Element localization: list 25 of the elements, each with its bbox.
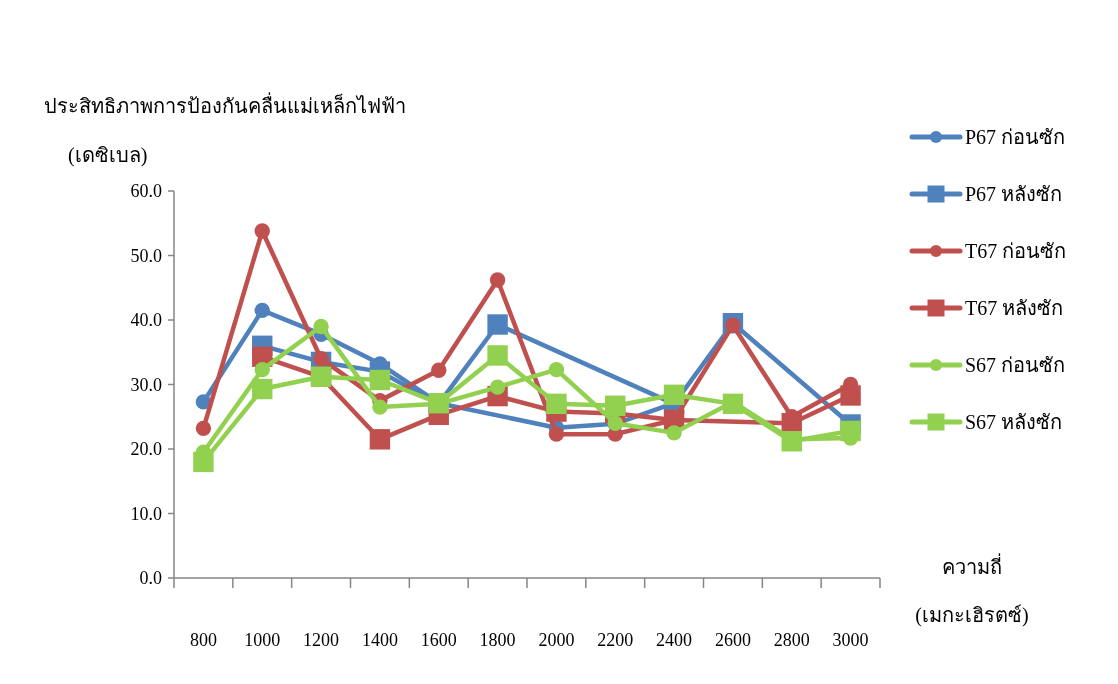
y-tick-label: 10.0 xyxy=(130,503,162,524)
legend-label: P67 หลังซัก xyxy=(965,183,1063,205)
x-tick-label: 1200 xyxy=(303,630,340,650)
y-tick-label: 50.0 xyxy=(130,245,162,266)
y-tick-label: 60.0 xyxy=(130,181,162,201)
x-tick-label: 2400 xyxy=(656,630,693,650)
legend-label: T67 หลังซัก xyxy=(965,297,1064,319)
legend-label: P67 ก่อนซัก xyxy=(965,126,1066,148)
x-tick-label: 1800 xyxy=(479,630,516,650)
x-tick-label: 2600 xyxy=(714,630,751,650)
x-tick-label: 1400 xyxy=(361,630,398,650)
y-tick-label: 0.0 xyxy=(139,568,162,588)
x-tick-label: 800 xyxy=(189,630,217,650)
legend-label: S67 หลังซัก xyxy=(965,411,1063,433)
legend-label: T67 ก่อนซัก xyxy=(965,240,1067,262)
x-tick-label: 3000 xyxy=(832,630,869,650)
y-tick-label: 30.0 xyxy=(130,374,162,395)
x-tick-label: 2200 xyxy=(597,630,634,650)
x-tick-label: 2800 xyxy=(773,630,810,650)
y-tick-label: 20.0 xyxy=(130,439,162,459)
x-tick-label: 2000 xyxy=(538,630,575,650)
x-tick-label: 1000 xyxy=(244,630,281,650)
legend-label: S67 ก่อนซัก xyxy=(965,354,1066,376)
x-tick-label: 1600 xyxy=(420,630,457,650)
y-tick-label: 40.0 xyxy=(130,310,162,330)
